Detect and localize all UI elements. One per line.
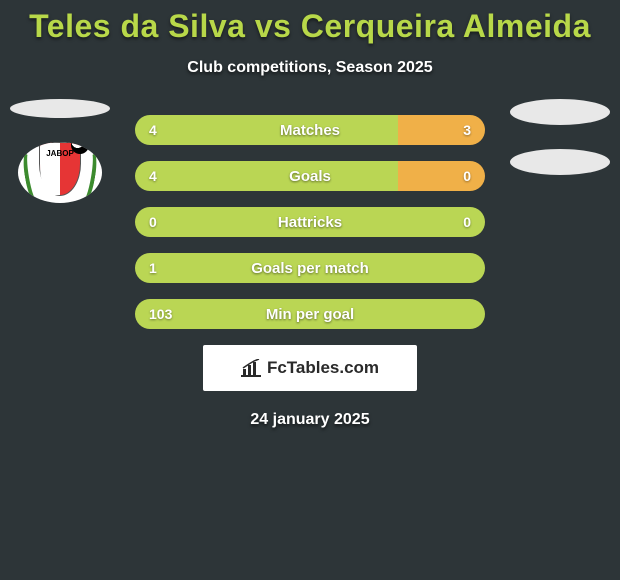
stat-value-left: 103 [149,299,172,329]
stat-value-right: 0 [463,207,471,237]
stat-label: Min per goal [135,299,485,329]
stat-label: Matches [135,115,485,145]
watermark-text: FcTables.com [267,358,379,378]
stat-value-left: 1 [149,253,157,283]
player-right-block [508,99,612,175]
stat-value-left: 4 [149,161,157,191]
stat-value-right: 3 [463,115,471,145]
player-left-block: JABOP [8,99,112,203]
page-subtitle: Club competitions, Season 2025 [0,59,620,77]
stat-value-left: 0 [149,207,157,237]
stat-row: Goals4 0 [135,161,485,191]
stat-row: Matches4 3 [135,115,485,145]
club-name: JABOP [27,150,93,159]
chart-icon [241,359,261,377]
stat-label: Goals [135,161,485,191]
stat-value-right: 0 [463,161,471,191]
stat-row: Min per goal103 [135,299,485,329]
page-title: Teles da Silva vs Cerqueira Almeida [0,0,620,45]
stat-value-left: 4 [149,115,157,145]
watermark[interactable]: FcTables.com [203,345,417,391]
stat-bars: Matches43Goals40Hattricks00Goals per mat… [135,115,485,329]
club-badge: JABOP [18,142,102,203]
stat-row: Hattricks0 0 [135,207,485,237]
player-right-placeholder-2 [510,149,610,175]
stats-area: JABOP Matches43Goals40Hattricks00Goals p… [0,115,620,329]
player-left-placeholder [10,99,110,118]
date-text: 24 january 2025 [0,411,620,429]
stat-label: Hattricks [135,207,485,237]
stat-label: Goals per match [135,253,485,283]
player-right-placeholder-1 [510,99,610,125]
stat-row: Goals per match1 [135,253,485,283]
